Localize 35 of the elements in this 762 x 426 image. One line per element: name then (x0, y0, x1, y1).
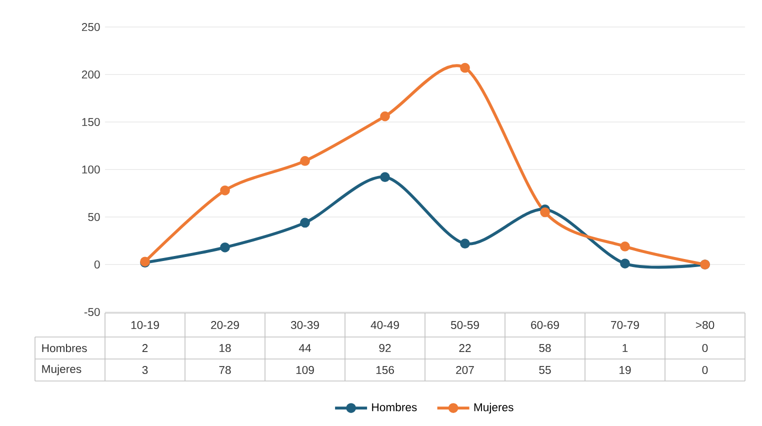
x-tick-label: 70-79 (611, 321, 639, 330)
y-tick-label: 200 (82, 70, 100, 79)
legend-label: Mujeres (474, 402, 514, 414)
y-tick-label: 250 (82, 23, 100, 32)
x-tick-label: 50-59 (450, 321, 479, 330)
data-label: 19 (620, 366, 631, 374)
legend-label: Hombres (372, 402, 417, 412)
data-label: 78 (219, 366, 231, 374)
x-tick-label: 60-69 (531, 321, 559, 330)
x-tick-label: >80 (696, 321, 714, 330)
x-tick-label: 40-49 (370, 321, 399, 330)
data-label: 3 (142, 366, 148, 374)
data-label: 0 (702, 344, 708, 352)
data-label: 0 (702, 366, 708, 374)
y-tick-label: -50 (84, 308, 100, 316)
x-tick-label: 30-39 (290, 321, 319, 330)
data-label: 18 (220, 344, 231, 352)
y-tick-label: 150 (82, 118, 100, 126)
text: Hombres (42, 344, 87, 352)
text: Mujeres (42, 364, 82, 376)
data-label: 44 (298, 344, 311, 352)
data-label: 207 (456, 366, 474, 374)
x-tick-label: 20-29 (211, 321, 239, 330)
data-label: 109 (296, 366, 314, 374)
data-label: 2 (142, 344, 148, 352)
y-tick-label: 0 (94, 260, 100, 269)
data-label: 92 (379, 344, 391, 352)
data-label: 55 (539, 366, 551, 374)
data-label: 1 (622, 344, 628, 352)
y-tick-label: 100 (82, 166, 100, 174)
data-label: 156 (376, 366, 394, 374)
data-label: 58 (539, 344, 551, 352)
x-tick-label: 10-19 (131, 321, 159, 330)
data-label: 22 (459, 344, 471, 352)
y-tick-label: 50 (88, 213, 100, 222)
